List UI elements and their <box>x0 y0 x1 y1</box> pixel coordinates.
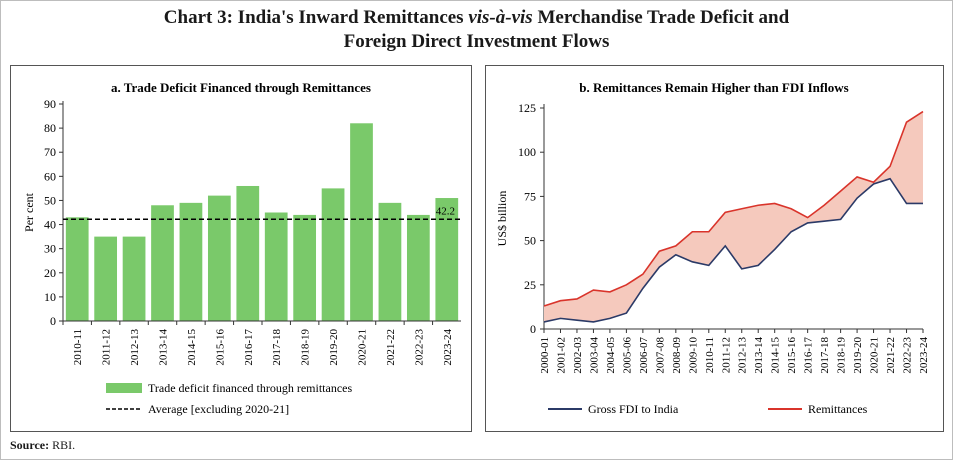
chart-a-x-tick-label: 2016-17 <box>243 329 255 366</box>
chart-b-x-tick-label: 2011-12 <box>720 337 732 373</box>
chart-a-bar <box>179 202 203 321</box>
chart-b-x-tick-label: 2017-18 <box>819 337 831 374</box>
chart-a-bar <box>94 236 118 321</box>
chart-b-x-tick-label: 2008-09 <box>671 337 683 374</box>
chart-a-y-tick-label: 50 <box>44 193 56 207</box>
chart-b-y-tick-label: 50 <box>524 234 536 248</box>
chart-b-y-tick-label: 125 <box>518 101 536 115</box>
main-title-italic: vis-à-vis <box>468 7 533 28</box>
chart-b-x-tick-label: 2013-14 <box>753 337 765 374</box>
chart-a-average-label: 42.2 <box>436 205 455 217</box>
chart-a-bar <box>350 123 373 322</box>
chart-b-x-tick-label: 2002-03 <box>572 337 584 374</box>
chart-b-x-tick-label: 2016-17 <box>803 337 815 374</box>
chart-a-bar <box>264 212 288 321</box>
chart-b-legend-label-fdi: Gross FDI to India <box>588 402 679 416</box>
chart-b-x-tick-label: 2019-20 <box>852 337 864 374</box>
source-text: RBI. <box>52 438 76 452</box>
chart-a-y-tick-label: 70 <box>44 145 56 159</box>
chart-b-x-tick-label: 2020-21 <box>869 337 881 374</box>
chart-a-bar <box>378 202 402 321</box>
chart-a-y-tick-label: 0 <box>50 314 56 328</box>
chart-b-y-tick-label: 25 <box>524 278 536 292</box>
chart-a-x-tick-label: 2010-11 <box>72 329 84 365</box>
chart-b-x-tick-label: 2007-08 <box>654 337 666 374</box>
chart-b-legend-label-remittances: Remittances <box>808 402 868 416</box>
chart-a-y-tick-label: 40 <box>44 218 56 232</box>
chart-a-y-tick-label: 60 <box>44 169 56 183</box>
chart-a-x-tick-label: 2013-14 <box>158 329 170 366</box>
chart-a-x-tick-label: 2021-22 <box>385 329 397 366</box>
chart-b-line-remittances <box>543 110 924 307</box>
chart-a-y-tick-label: 20 <box>44 266 56 280</box>
chart-b-y-tick-label: 0 <box>530 322 536 336</box>
main-title-line-1: Chart 3: India's Inward Remittances vis-… <box>0 6 953 30</box>
chart-a-bar <box>406 214 430 321</box>
chart-a-y-tick-label: 90 <box>44 97 56 111</box>
chart-a-y-tick-label: 10 <box>44 290 56 304</box>
source-note: Source: RBI. <box>10 438 75 453</box>
chart-b-x-tick-label: 2009-10 <box>687 337 699 374</box>
chart-b-y-tick-label: 75 <box>524 189 536 203</box>
chart-a-x-tick-label: 2012-13 <box>129 329 141 366</box>
chart-a-x-tick-label: 2022-23 <box>413 329 425 366</box>
chart-b-x-tick-label: 2014-15 <box>770 337 782 374</box>
chart-a-bar <box>321 188 345 321</box>
main-title-line-2: Foreign Direct Investment Flows <box>343 31 610 52</box>
chart-a-x-tick-label: 2023-24 <box>442 329 454 366</box>
chart-b-gap-area <box>544 111 923 322</box>
chart-a-y-label: Per cent <box>22 192 36 232</box>
chart-a-legend-label-bars: Trade deficit financed through remittanc… <box>148 381 352 395</box>
chart-b: b. Remittances Remain Higher than FDI In… <box>495 80 930 416</box>
chart-b-x-tick-label: 2022-23 <box>902 337 914 374</box>
chart-b-line-fdi <box>543 177 923 323</box>
chart-a-bar <box>207 195 231 321</box>
chart-a-y-tick-label: 80 <box>44 121 56 135</box>
chart-a-x-tick-label: 2018-19 <box>300 329 312 366</box>
panel-a: a. Trade Deficit Financed through Remitt… <box>10 65 472 432</box>
chart-a-bar <box>293 214 317 321</box>
chart-a: a. Trade Deficit Financed through Remitt… <box>22 80 461 416</box>
chart-b-x-tick-label: 2010-11 <box>704 337 716 373</box>
chart-b-title: b. Remittances Remain Higher than FDI In… <box>579 80 849 95</box>
chart-a-bar <box>65 217 89 321</box>
chart-a-x-tick-label: 2014-15 <box>186 329 198 366</box>
chart-b-x-tick-label: 2005-06 <box>621 337 633 374</box>
chart-b-x-tick-label: 2006-07 <box>638 337 650 374</box>
chart-b-x-tick-label: 2000-01 <box>539 337 551 374</box>
source-label: Source: <box>10 438 50 452</box>
chart-a-x-tick-label: 2019-20 <box>328 329 340 366</box>
chart-a-x-tick-label: 2011-12 <box>101 329 113 365</box>
chart-a-x-tick-label: 2015-16 <box>214 329 226 366</box>
chart-b-y-label: US$ billion <box>495 191 509 247</box>
panel-b: b. Remittances Remain Higher than FDI In… <box>485 65 944 432</box>
chart-b-x-tick-label: 2015-16 <box>786 337 798 374</box>
chart-b-x-tick-label: 2004-05 <box>605 337 617 374</box>
main-title: Chart 3: India's Inward Remittances vis-… <box>0 6 953 54</box>
chart-b-x-tick-label: 2018-19 <box>836 337 848 374</box>
chart-b-x-tick-label: 2021-22 <box>885 337 897 374</box>
main-title-part-a: Chart 3: India's Inward Remittances <box>163 7 469 28</box>
main-title-part-b: Merchandise Trade Deficit and <box>532 7 790 28</box>
chart-a-y-tick-label: 30 <box>44 242 56 256</box>
chart-b-x-tick-label: 2012-13 <box>737 337 749 374</box>
chart-a-bar <box>122 236 146 321</box>
chart-a-bar <box>151 205 174 321</box>
chart-a-x-tick-label: 2020-21 <box>357 329 369 366</box>
chart-a-bar <box>236 185 260 321</box>
chart-b-x-tick-label: 2001-02 <box>555 337 567 374</box>
chart-a-bar <box>435 198 459 321</box>
chart-a-x-tick-label: 2017-18 <box>271 329 283 366</box>
chart-a-legend-label-average: Average [excluding 2020-21] <box>148 402 289 416</box>
chart-b-x-tick-label: 2023-24 <box>918 337 930 374</box>
chart-b-y-tick-label: 100 <box>518 145 536 159</box>
chart-b-x-tick-label: 2003-04 <box>588 337 600 374</box>
chart-a-title: a. Trade Deficit Financed through Remitt… <box>111 80 371 95</box>
chart-a-legend-swatch-bars <box>106 383 142 393</box>
